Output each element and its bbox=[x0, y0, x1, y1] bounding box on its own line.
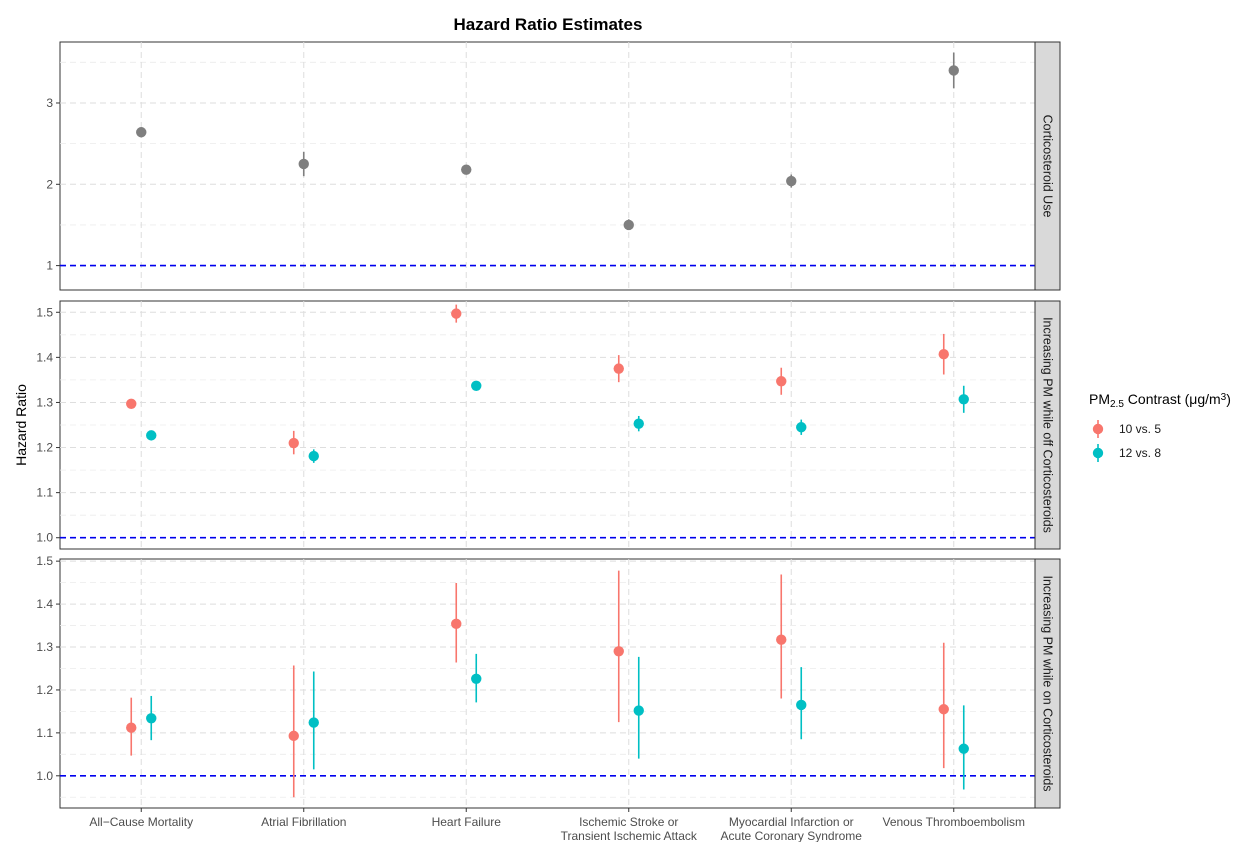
estimate-point bbox=[776, 376, 787, 387]
estimate-point bbox=[938, 349, 949, 360]
estimate-point bbox=[623, 219, 634, 231]
x-tick-label-line: Ischemic Stroke or bbox=[579, 815, 678, 829]
estimate-point bbox=[796, 422, 807, 433]
legend-key-point bbox=[1092, 423, 1104, 435]
legend-label: 10 vs. 5 bbox=[1119, 422, 1161, 436]
y-tick-label: 1.0 bbox=[36, 769, 53, 783]
y-tick-label: 3 bbox=[46, 96, 53, 110]
x-tick-label-line: Acute Coronary Syndrome bbox=[721, 829, 863, 842]
x-axis: All−Cause Mortality Atrial Fibrillation He… bbox=[89, 808, 1025, 842]
x-tick-label: Heart Failure bbox=[432, 815, 502, 829]
facet-panels: 1 2 3 Corticosteroid Use 1.0 1.1 1.2 1.3 1.4 1.5 I… bbox=[36, 41, 1061, 809]
estimate-point bbox=[126, 398, 137, 410]
estimate-point bbox=[786, 175, 797, 187]
estimate-point bbox=[308, 450, 319, 462]
estimate-point bbox=[298, 158, 309, 170]
x-tick-label: All−Cause Mortality bbox=[89, 815, 193, 829]
legend-title-part: ) bbox=[1226, 391, 1231, 407]
y-tick-label: 1 bbox=[46, 259, 53, 273]
panel-background bbox=[59, 41, 1036, 291]
estimate-point bbox=[451, 618, 462, 630]
x-tick-label: Venous Thromboembolism bbox=[882, 815, 1025, 829]
panel-background bbox=[59, 300, 1036, 550]
y-tick-label: 1.5 bbox=[36, 305, 53, 319]
y-tick-label: 1.4 bbox=[36, 597, 53, 611]
x-tick-label-line: Myocardial Infarction or bbox=[729, 815, 854, 829]
y-tick-label: 1.1 bbox=[36, 726, 53, 740]
estimate-point bbox=[633, 705, 644, 716]
facet-strip bbox=[1034, 300, 1061, 550]
x-tick-label: Ischemic Stroke or Transient Ischemic Att… bbox=[561, 815, 698, 842]
estimate-point bbox=[796, 699, 807, 711]
estimate-point bbox=[471, 673, 482, 684]
estimate-point bbox=[958, 394, 969, 405]
estimate-point bbox=[461, 164, 472, 175]
estimate-point bbox=[633, 418, 644, 429]
y-axis-label: Hazard Ratio bbox=[13, 384, 29, 466]
legend-title-part: 2.5 bbox=[1110, 399, 1124, 410]
estimate-point bbox=[958, 743, 969, 754]
legend-title: PM2.5 Contrast (μg/m3) bbox=[1089, 391, 1231, 410]
estimate-point bbox=[613, 646, 624, 657]
facet-panel-1: 1 2 3 Corticosteroid Use bbox=[46, 41, 1061, 291]
facet-panel-3: 1.0 1.1 1.2 1.3 1.4 1.5 Increasing PM while on… bbox=[36, 554, 1061, 809]
y-tick-label: 1.0 bbox=[36, 531, 53, 545]
x-tick-label-line: Transient Ischemic Attack bbox=[561, 829, 698, 842]
y-tick-label: 1.2 bbox=[36, 441, 53, 455]
legend-entry: 12 vs. 8 bbox=[1092, 444, 1161, 462]
chart-title: Hazard Ratio Estimates bbox=[454, 15, 643, 34]
legend-title-part: 3 bbox=[1221, 392, 1227, 403]
legend-label: 12 vs. 8 bbox=[1119, 446, 1161, 460]
estimate-point bbox=[308, 717, 319, 728]
estimate-point bbox=[136, 127, 147, 138]
facet-strip bbox=[1034, 41, 1061, 291]
x-tick-label: Myocardial Infarction or Acute Coronary S… bbox=[721, 815, 863, 842]
x-tick-label-line: Heart Failure bbox=[432, 815, 502, 829]
estimate-point bbox=[948, 65, 959, 76]
x-tick-label-line: Venous Thromboembolism bbox=[882, 815, 1025, 829]
y-tick-label: 1.3 bbox=[36, 640, 53, 654]
facet-strip-label: Increasing PM while off Corticosteroids bbox=[1041, 317, 1055, 533]
y-tick-label: 2 bbox=[46, 177, 53, 191]
x-tick-label-line: All−Cause Mortality bbox=[89, 815, 193, 829]
estimate-point bbox=[146, 430, 157, 441]
legend-title-part: Contrast (μg/m bbox=[1124, 391, 1221, 407]
panel-background bbox=[59, 558, 1036, 809]
x-tick-label-line: Atrial Fibrillation bbox=[261, 815, 346, 829]
y-tick-label: 1.2 bbox=[36, 683, 53, 697]
estimate-point bbox=[146, 713, 157, 724]
facet-strip bbox=[1034, 558, 1061, 809]
estimate-point bbox=[613, 363, 624, 374]
estimate-point bbox=[288, 730, 299, 742]
y-tick-label: 1.4 bbox=[36, 350, 53, 364]
legend-entry: 10 vs. 5 bbox=[1092, 420, 1161, 438]
facet-strip-label: Increasing PM while on Corticosteroids bbox=[1041, 575, 1055, 791]
estimate-point bbox=[126, 722, 137, 733]
y-tick-label: 1.3 bbox=[36, 395, 53, 409]
facet-strip-label: Corticosteroid Use bbox=[1041, 115, 1055, 218]
facet-panel-2: 1.0 1.1 1.2 1.3 1.4 1.5 Increasing PM while of… bbox=[36, 300, 1061, 550]
legend-key-point bbox=[1092, 447, 1104, 459]
y-tick-label: 1.1 bbox=[36, 486, 53, 500]
estimate-point bbox=[938, 704, 949, 715]
legend: PM2.5 Contrast (μg/m3) 10 vs. 5 12 vs. 8 bbox=[1089, 391, 1231, 462]
x-tick-label: Atrial Fibrillation bbox=[261, 815, 346, 829]
estimate-point bbox=[451, 308, 462, 319]
y-tick-label: 1.5 bbox=[36, 554, 53, 568]
legend-title-part: PM bbox=[1089, 391, 1110, 407]
estimate-point bbox=[776, 634, 787, 645]
estimate-point bbox=[471, 380, 482, 391]
estimate-point bbox=[288, 437, 299, 449]
